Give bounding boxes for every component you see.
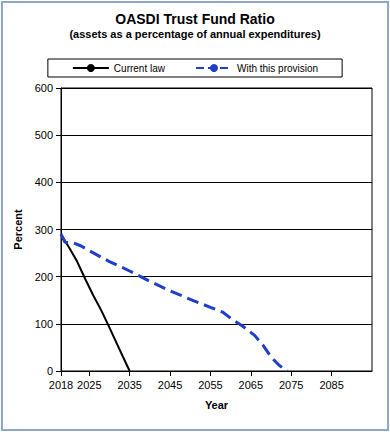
- svg-text:With this provision: With this provision: [237, 63, 318, 74]
- svg-text:300: 300: [35, 224, 53, 236]
- svg-text:2055: 2055: [198, 379, 222, 391]
- svg-text:0: 0: [47, 365, 53, 377]
- svg-text:2018: 2018: [49, 379, 73, 391]
- svg-text:2075: 2075: [279, 379, 303, 391]
- svg-text:200: 200: [35, 271, 53, 283]
- svg-text:600: 600: [35, 82, 53, 94]
- svg-text:100: 100: [35, 318, 53, 330]
- svg-text:2045: 2045: [158, 379, 182, 391]
- svg-text:(assets as a percentage of ann: (assets as a percentage of annual expend…: [69, 28, 321, 40]
- svg-text:Current law: Current law: [114, 63, 166, 74]
- svg-text:2025: 2025: [77, 379, 101, 391]
- svg-text:Percent: Percent: [12, 209, 24, 250]
- svg-text:2035: 2035: [117, 379, 141, 391]
- svg-text:2085: 2085: [319, 379, 343, 391]
- svg-text:2065: 2065: [239, 379, 263, 391]
- svg-text:OASDI Trust Fund Ratio: OASDI Trust Fund Ratio: [115, 11, 274, 27]
- svg-text:500: 500: [35, 129, 53, 141]
- svg-text:Year: Year: [205, 399, 229, 411]
- svg-text:400: 400: [35, 176, 53, 188]
